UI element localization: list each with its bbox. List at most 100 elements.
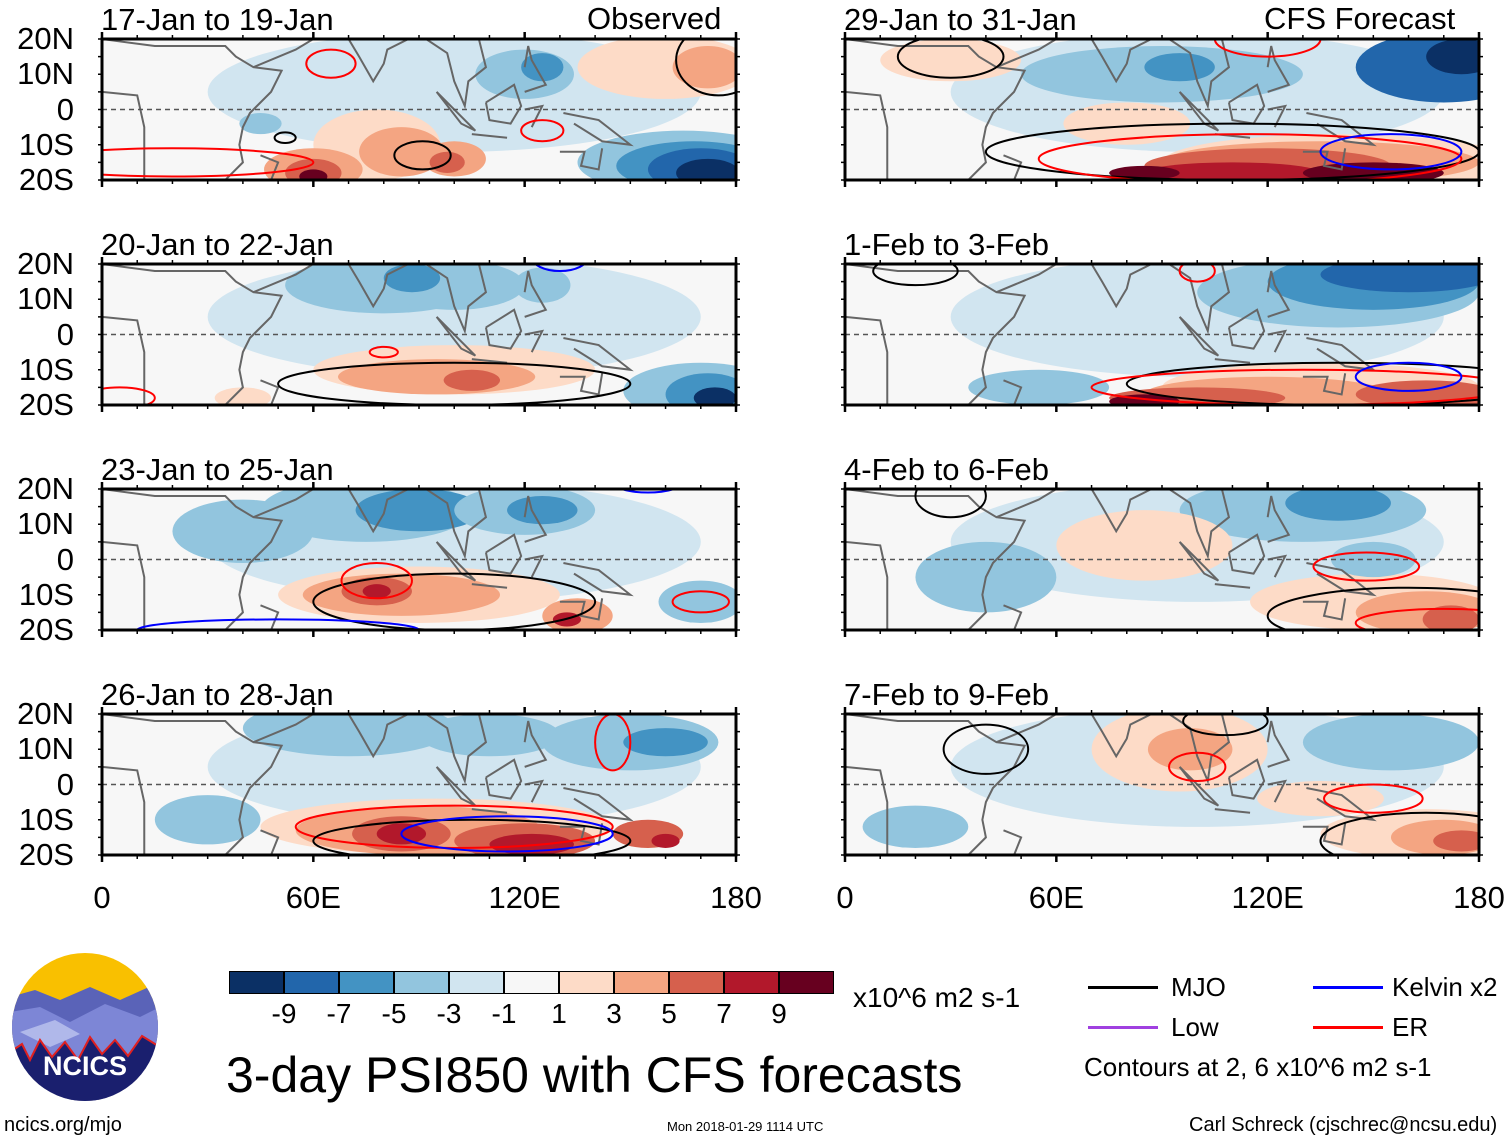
anomaly-shading bbox=[1063, 102, 1191, 145]
coastline bbox=[559, 823, 604, 846]
anomaly-shading bbox=[672, 46, 736, 89]
anomaly-shading bbox=[1126, 513, 1198, 549]
source-url[interactable]: ncics.org/mjo bbox=[4, 1114, 122, 1136]
colorbar-swatch bbox=[284, 971, 339, 994]
legend-label-kelvin: Kelvin x2 bbox=[1392, 972, 1498, 1002]
wave-contour bbox=[136, 618, 420, 630]
wave-contour bbox=[1319, 133, 1463, 171]
coastline bbox=[435, 91, 477, 132]
anomaly-shading bbox=[1433, 830, 1479, 852]
coastline bbox=[471, 808, 508, 814]
coastline bbox=[260, 379, 280, 405]
coastline bbox=[1266, 45, 1291, 93]
wave-contour bbox=[400, 815, 614, 853]
coastline bbox=[484, 758, 523, 800]
wave-contour bbox=[1319, 811, 1479, 855]
colorbar-tick-label: 9 bbox=[771, 998, 787, 1029]
coastline bbox=[1266, 495, 1291, 543]
psi850-map bbox=[98, 482, 740, 637]
colorbar-swatch bbox=[614, 971, 669, 994]
coastline bbox=[563, 337, 634, 372]
legend-line-mjo bbox=[1088, 986, 1158, 989]
coastline bbox=[524, 329, 545, 353]
coastline bbox=[1266, 270, 1291, 318]
wave-contour bbox=[1168, 751, 1227, 782]
coastline bbox=[102, 489, 284, 630]
coastline bbox=[1003, 829, 1023, 855]
coastline bbox=[102, 765, 146, 855]
panel-title: 7-Feb to 9-Feb bbox=[844, 677, 1050, 712]
colorbar-swatch bbox=[669, 971, 724, 994]
anomaly-shading bbox=[507, 496, 578, 525]
coastline bbox=[471, 583, 508, 589]
coastline bbox=[1266, 720, 1291, 768]
anomaly-shading bbox=[658, 580, 736, 623]
legend-line-er bbox=[1313, 1026, 1383, 1029]
longitude-label: 180 bbox=[1453, 880, 1505, 915]
coastline bbox=[1178, 91, 1220, 132]
coastline bbox=[253, 39, 314, 69]
latitude-label: 10S bbox=[18, 576, 74, 612]
coastline bbox=[1178, 316, 1220, 357]
coastline bbox=[996, 714, 1057, 744]
coastline bbox=[524, 779, 545, 803]
panel-title: 20-Jan to 22-Jan bbox=[101, 227, 334, 262]
coastline bbox=[425, 714, 488, 785]
anomaly-shading bbox=[299, 169, 328, 180]
coastline bbox=[996, 489, 1057, 519]
coastline bbox=[1302, 823, 1347, 846]
wave-contour bbox=[1323, 783, 1424, 814]
coastline bbox=[347, 264, 409, 309]
coastline bbox=[347, 39, 409, 84]
coastline bbox=[1227, 83, 1266, 125]
anomaly-shading bbox=[1331, 541, 1416, 578]
anomaly-shading bbox=[362, 584, 391, 599]
coastline bbox=[563, 112, 634, 147]
wave-contour bbox=[1037, 133, 1463, 180]
anomaly-shading bbox=[1355, 591, 1479, 630]
anomaly-shading bbox=[419, 714, 560, 757]
coastline bbox=[1178, 541, 1220, 582]
coastline bbox=[102, 540, 146, 630]
coastline bbox=[484, 83, 523, 125]
psi850-map bbox=[841, 32, 1483, 187]
colorbar-units: x10^6 m2 s-1 bbox=[853, 982, 1021, 1013]
psi850-map bbox=[98, 32, 740, 187]
anomaly-shading bbox=[1426, 39, 1479, 75]
colorbar-swatch bbox=[339, 971, 394, 994]
wave-contour bbox=[872, 264, 959, 287]
latitude-label: 0 bbox=[56, 91, 74, 127]
wave-contour bbox=[312, 572, 597, 630]
latitude-label: 20N bbox=[17, 246, 74, 281]
colorbar-swatch bbox=[504, 971, 559, 994]
ncics-logo: NCICS bbox=[10, 952, 160, 1102]
wave-contour bbox=[1312, 551, 1421, 582]
coastline bbox=[845, 714, 1027, 855]
coastline bbox=[1267, 329, 1288, 353]
coastline bbox=[435, 316, 477, 357]
coastline bbox=[1168, 264, 1231, 335]
colorbar-tick-label: -5 bbox=[381, 998, 407, 1029]
coastline bbox=[253, 489, 314, 519]
colorbar-swatch bbox=[394, 971, 449, 994]
map-panel-observed bbox=[98, 32, 740, 187]
wave-contour bbox=[1266, 586, 1479, 630]
author: Carl Schreck (cjschrec@ncsu.edu) bbox=[1189, 1114, 1498, 1136]
coastline bbox=[1227, 533, 1266, 575]
wave-contour bbox=[312, 818, 632, 855]
wave-contour bbox=[914, 489, 987, 519]
legend-line-kelvin bbox=[1313, 986, 1383, 989]
psi850-map bbox=[841, 257, 1483, 412]
panel-title: 23-Jan to 25-Jan bbox=[101, 452, 334, 487]
coastline bbox=[559, 598, 604, 621]
coastline bbox=[260, 604, 280, 630]
coastline bbox=[347, 714, 409, 759]
anomaly-shading bbox=[1302, 714, 1479, 771]
coastline bbox=[845, 90, 889, 180]
coastline bbox=[845, 540, 889, 630]
logo-text: NCICS bbox=[43, 1051, 127, 1081]
longitude-label: 120E bbox=[488, 880, 561, 915]
anomaly-shading bbox=[676, 158, 736, 180]
anomaly-shading bbox=[1285, 489, 1391, 521]
wave-contour bbox=[1354, 361, 1463, 392]
